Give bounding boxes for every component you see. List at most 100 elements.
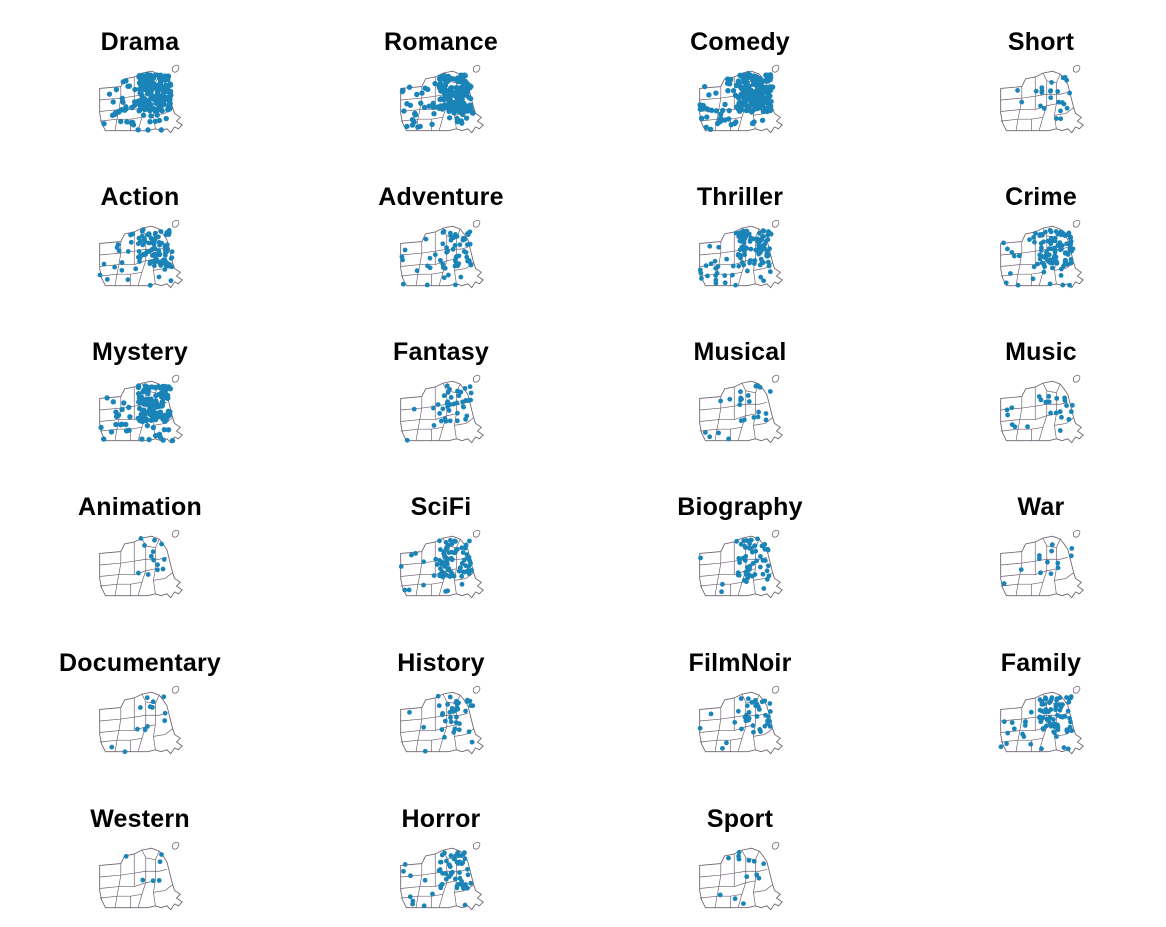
location-point: [439, 559, 445, 565]
location-point: [755, 78, 762, 84]
location-point: [145, 127, 151, 133]
district-boundary: [741, 382, 760, 394]
location-point: [142, 543, 147, 548]
location-point: [142, 106, 148, 113]
location-point: [418, 100, 424, 106]
location-point: [164, 86, 171, 92]
island-outline: [172, 685, 180, 694]
location-point: [145, 396, 151, 402]
location-point: [457, 108, 463, 115]
location-point: [1067, 282, 1073, 288]
location-point: [162, 718, 168, 724]
island-outline: [473, 685, 481, 694]
location-point: [169, 437, 176, 444]
location-point: [144, 422, 151, 429]
district-boundary: [737, 390, 747, 441]
location-point: [1043, 229, 1048, 235]
location-point: [452, 708, 458, 714]
district-boundary: [454, 417, 474, 426]
district-boundary: [415, 551, 423, 596]
location-point: [463, 398, 469, 403]
location-point: [1059, 100, 1065, 105]
location-point: [726, 107, 732, 114]
location-point: [756, 875, 762, 881]
location-point: [705, 273, 710, 279]
location-point: [703, 124, 709, 130]
location-point: [142, 385, 149, 391]
island-outline: [172, 64, 180, 73]
location-point: [1049, 548, 1055, 554]
location-point: [464, 254, 470, 260]
location-point: [1051, 721, 1057, 727]
location-point: [759, 83, 765, 90]
location-point: [421, 559, 427, 565]
location-point: [725, 88, 731, 94]
location-point: [457, 565, 463, 571]
district-boundary: [1046, 401, 1068, 405]
district-boundary: [1000, 271, 1043, 277]
location-point: [1055, 89, 1061, 94]
location-point: [449, 541, 455, 547]
location-point: [1038, 719, 1044, 725]
city-map: [1000, 219, 1084, 289]
location-point: [726, 855, 731, 861]
district-boundary: [400, 413, 457, 422]
location-point: [1039, 708, 1045, 714]
location-point: [732, 896, 738, 902]
district-boundary: [1000, 103, 1057, 112]
district-boundary: [153, 572, 173, 581]
location-point: [750, 81, 757, 87]
location-point: [708, 711, 714, 717]
district-boundary: [114, 863, 122, 908]
location-point: [146, 436, 152, 443]
location-point: [152, 118, 159, 125]
location-point: [136, 86, 143, 92]
location-point: [432, 252, 438, 258]
location-point: [445, 701, 451, 707]
location-point: [749, 549, 755, 555]
location-point: [1036, 556, 1042, 562]
location-point: [438, 859, 443, 865]
location-point: [1055, 560, 1061, 566]
location-point: [445, 248, 451, 254]
genre-panel: Thriller: [640, 155, 840, 305]
map-outline: [400, 380, 484, 444]
location-point: [1005, 412, 1010, 418]
location-point: [113, 421, 119, 428]
city-map: [398, 529, 484, 599]
location-point: [426, 103, 432, 109]
location-point: [440, 406, 446, 412]
location-point: [757, 564, 763, 570]
location-point: [736, 849, 742, 855]
location-point: [132, 86, 138, 93]
district-boundary: [114, 396, 122, 441]
location-point: [743, 101, 749, 108]
location-point: [1055, 724, 1061, 729]
genre-title: FilmNoir: [688, 649, 792, 677]
location-point: [701, 83, 708, 90]
location-point: [1007, 271, 1013, 276]
location-point: [1058, 266, 1064, 272]
genre-title: Thriller: [696, 183, 784, 211]
location-point: [728, 76, 734, 83]
location-point: [751, 415, 757, 420]
district-boundary: [99, 258, 156, 267]
location-point: [1041, 269, 1047, 275]
genre-title: SciFi: [410, 493, 472, 521]
location-point: [1055, 565, 1061, 571]
location-point: [722, 101, 728, 108]
location-point: [439, 712, 445, 718]
location-point: [741, 901, 746, 906]
location-point: [166, 102, 172, 108]
location-point: [741, 229, 746, 234]
location-point: [161, 557, 167, 562]
location-point: [150, 878, 156, 884]
location-point: [1011, 726, 1017, 732]
location-point: [753, 697, 758, 703]
location-point: [465, 885, 470, 891]
genre-panel: Biography: [640, 465, 840, 615]
location-point: [166, 98, 172, 104]
island-outline: [473, 64, 481, 73]
location-point: [469, 567, 475, 573]
location-point: [1048, 571, 1054, 577]
